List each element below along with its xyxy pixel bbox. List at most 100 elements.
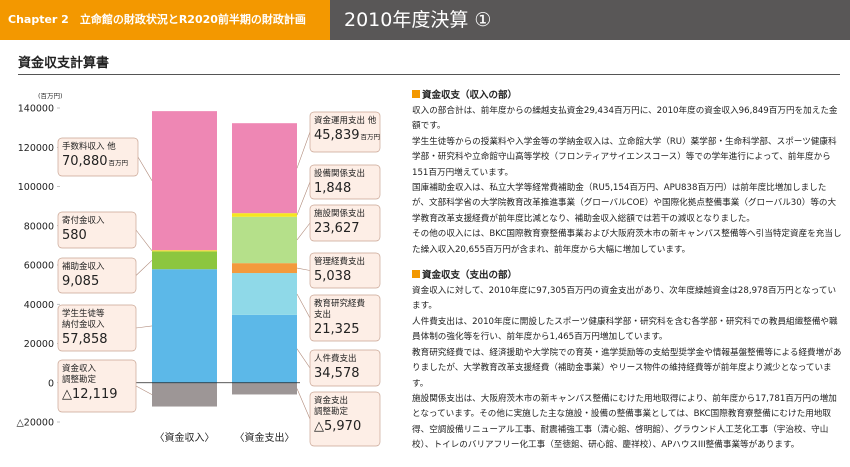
callout-name: 施設関係支出	[314, 208, 365, 219]
callout-name-line: 資金収入	[62, 363, 97, 374]
callout-connector	[296, 267, 311, 271]
bar-segment	[232, 216, 297, 264]
callout-name: 教育研究経費支出	[314, 298, 366, 320]
callout-connector	[296, 131, 311, 169]
callout-box	[309, 391, 381, 447]
callout-connector	[296, 222, 311, 241]
x-tick-label: 〈資金収入〉	[155, 431, 215, 444]
callout-value: △12,119	[62, 387, 118, 402]
callout-box	[309, 252, 381, 289]
callout-value: 5,038	[314, 269, 351, 284]
callout-value: △5,970	[314, 419, 361, 434]
page-title: 2010年度決算 ①	[330, 0, 850, 40]
callout-name: 手数料収入 他	[62, 141, 116, 152]
callout-box	[57, 304, 137, 352]
callout-name: 寄付金収入	[62, 215, 105, 226]
callout-name-line: 資金運用支出 他	[314, 115, 377, 126]
bar-segment	[152, 250, 217, 252]
paragraph: 人件費支出は、2010年度に開設したスポーツ健康科学部・研究科を含む各学部・研究…	[412, 316, 838, 343]
section-heading: 資金収支（支出の部）	[412, 268, 842, 284]
paragraph: その他の収入には、BKC国際教育寮整備事業および大阪府茨木市の新キャンパス整備等…	[412, 229, 842, 255]
paragraph: 収入の部合計は、前年度からの繰越支払資金29,434百万円に、2010年度の資金…	[412, 106, 838, 132]
callout-connector	[137, 156, 153, 181]
value-unit: 百万円	[109, 159, 129, 167]
callout-connector	[135, 385, 153, 395]
callout-name-line: 管理経費支出	[314, 256, 365, 267]
bar-segment	[232, 263, 297, 274]
callout-name-line: 寄付金収入	[62, 215, 105, 226]
bar-segment	[152, 269, 217, 383]
callout-box	[57, 137, 139, 177]
chart: (百万円) △20000 0 20000 40000 60000 80000 100000 12…	[16, 92, 381, 447]
callout-value: 21,325	[314, 322, 360, 337]
x-tick-label: 〈資金支出〉	[235, 431, 295, 444]
callout-name: 補助金収入	[62, 261, 105, 272]
y-tick-label: 120000	[18, 143, 54, 154]
callout-name-line: 補助金収入	[62, 261, 105, 272]
callout-name: 資金収入調整勘定	[62, 363, 97, 385]
text-column: 資金収支（収入の部） 収入の部合計は、前年度からの繰越支払資金29,434百万円に…	[412, 82, 842, 454]
value-unit: 百万円	[361, 133, 381, 141]
bar-segment	[232, 382, 297, 395]
callout-value: 57,858	[62, 332, 108, 347]
y-tick-label: 0	[48, 378, 54, 389]
y-tick-label: 40000	[24, 300, 54, 311]
bar-segment	[232, 273, 297, 315]
callout-box	[309, 294, 381, 342]
paragraph: 施設関係支出は、大阪府茨木市の新キャンパス整備にむけた用地取得により、前年度から…	[412, 393, 837, 451]
bar-segment	[232, 123, 297, 214]
callout-connector	[296, 181, 311, 216]
callout-box	[57, 359, 137, 413]
y-tick-label: 20000	[24, 339, 54, 350]
callout-box	[309, 111, 381, 153]
callout-box	[57, 257, 137, 294]
callout-name: 資金運用支出 他	[314, 115, 377, 126]
bar-segment	[232, 213, 297, 217]
callout-name: 学生生徒等納付金収入	[62, 308, 105, 330]
callout-name: 管理経費支出	[314, 256, 365, 267]
y-tick-label: 80000	[24, 221, 54, 232]
bar-segment	[152, 111, 217, 251]
callout-name-line: 設備関係支出	[314, 168, 365, 179]
section-title: 資金収支計算書	[18, 56, 110, 71]
section-heading: 資金収支（収入の部）	[412, 88, 842, 104]
y-tick-label: △20000	[16, 418, 54, 429]
callout-name-line: 納付金収入	[62, 319, 105, 330]
y-unit: (百万円)	[38, 92, 63, 100]
y-tick-label: 60000	[24, 261, 54, 272]
callout-connector	[296, 293, 311, 319]
callout-name-line: 支出	[314, 309, 331, 320]
callout-connector	[296, 348, 311, 369]
callout-value: 34,578	[314, 366, 360, 381]
callout-box	[309, 349, 381, 387]
callout-name-line: 調整勘定	[314, 406, 349, 417]
callout-name-line: 手数料収入 他	[62, 141, 116, 152]
callout-value: 580	[62, 228, 87, 243]
callout-name: 人件費支出	[314, 353, 357, 364]
callout-connector	[135, 325, 153, 329]
callout-box	[57, 211, 137, 249]
callout-connector	[135, 229, 153, 251]
callout-box	[309, 204, 381, 242]
paragraph: 教育研究経費では、経済援助や大学院での育英・進学奨励等の支給型奨学金や情報基盤整…	[412, 347, 842, 389]
chapter-label: Chapter 2 立命館の財政状況とR2020前半期の財政計画	[0, 0, 330, 40]
paragraph: 資金収入に対して、2010年度に97,305百万円の資金支出があり、次年度繰越資…	[412, 286, 837, 312]
callout-name-line: 施設関係支出	[314, 208, 365, 219]
callout-name-line: 学生生徒等	[62, 308, 105, 319]
y-tick-label: 100000	[18, 182, 54, 193]
callout-connector	[296, 388, 311, 420]
section-rule	[18, 74, 840, 75]
callout-name-line: 資金支出	[314, 395, 348, 406]
callout-name-line: 調整勘定	[62, 374, 97, 385]
paragraph: 国庫補助金収入は、私立大学等経常費補助金（RU5,154百万円、APU838百万…	[412, 183, 837, 224]
y-tick-label: 140000	[18, 104, 54, 115]
callout-name: 設備関係支出	[314, 168, 365, 179]
bar-segment	[152, 382, 217, 407]
callout-name: 資金支出調整勘定	[314, 395, 349, 417]
callout-connector	[135, 260, 153, 276]
callout-name-line: 教育研究経費	[314, 298, 366, 309]
bar-segment	[152, 251, 217, 270]
paragraph: 学生生徒等からの授業料や入学金等の学納金収入は、立命館大学（RU）薬学部・生命科…	[412, 136, 837, 178]
callout-value: 23,627	[314, 221, 360, 236]
